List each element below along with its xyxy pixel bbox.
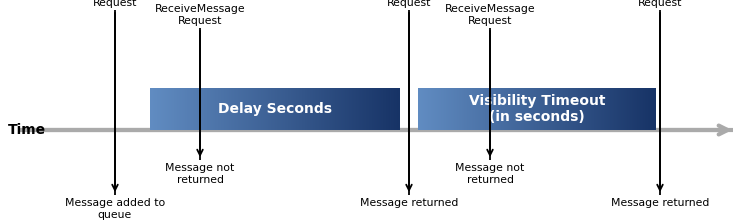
Text: Time: Time	[8, 123, 46, 137]
Text: SendMessage
Request: SendMessage Request	[78, 0, 153, 8]
Text: Delay Seconds: Delay Seconds	[218, 102, 332, 116]
Text: ReceiveMessage
Request: ReceiveMessage Request	[154, 4, 245, 26]
Text: Message returned: Message returned	[611, 198, 709, 208]
Text: Visibility Timeout
(in seconds): Visibility Timeout (in seconds)	[468, 94, 605, 124]
Text: ReceiveMessage
Request: ReceiveMessage Request	[445, 4, 536, 26]
Text: ReceiveMessage
Request: ReceiveMessage Request	[364, 0, 454, 8]
Text: ReceiveMessage
Request: ReceiveMessage Request	[615, 0, 705, 8]
Text: Message not
returned: Message not returned	[166, 163, 235, 185]
Text: Message returned: Message returned	[360, 198, 458, 208]
Text: Message added to
queue: Message added to queue	[65, 198, 165, 220]
Text: Message not
returned: Message not returned	[455, 163, 524, 185]
